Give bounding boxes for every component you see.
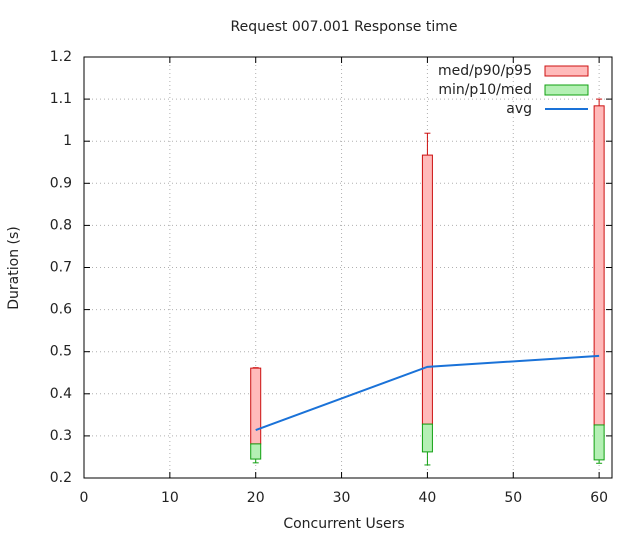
x-tick-label: 40 (419, 490, 437, 506)
plot-border (83, 56, 613, 479)
box (250, 367, 262, 445)
y-axis-label: Duration (s) (6, 226, 22, 309)
y-tick-label: 1.1 (50, 91, 72, 107)
y-tick-label: 0.3 (50, 428, 72, 444)
y-tick-label: 0.2 (50, 470, 72, 486)
y-tick-label: 0.5 (50, 344, 72, 360)
y-tick-label: 0.8 (50, 217, 72, 233)
legend-label: min/p10/med (438, 82, 532, 98)
legend-swatch (544, 84, 589, 96)
x-tick-label: 60 (590, 490, 608, 506)
y-tick-label: 0.4 (50, 386, 72, 402)
legend-label: avg (506, 101, 532, 117)
x-tick-label: 20 (247, 490, 265, 506)
y-tick-label: 1 (63, 133, 72, 149)
x-tick-label: 10 (161, 490, 179, 506)
box (421, 423, 433, 453)
box (593, 424, 605, 461)
legend-swatch (544, 65, 589, 77)
chart-title: Request 007.001 Response time (231, 19, 458, 35)
y-tick-label: 0.9 (50, 175, 72, 191)
box (593, 105, 605, 426)
legend-label: med/p90/p95 (438, 63, 532, 79)
y-tick-label: 1.2 (50, 49, 72, 65)
box (421, 154, 433, 425)
x-tick-label: 30 (333, 490, 351, 506)
avg-line (255, 354, 600, 431)
y-tick-label: 0.6 (50, 302, 72, 318)
x-tick-label: 50 (504, 490, 522, 506)
y-tick-label: 0.7 (50, 260, 72, 276)
box (250, 443, 262, 460)
x-tick-label: 0 (80, 490, 89, 506)
x-axis-label: Concurrent Users (283, 516, 404, 532)
